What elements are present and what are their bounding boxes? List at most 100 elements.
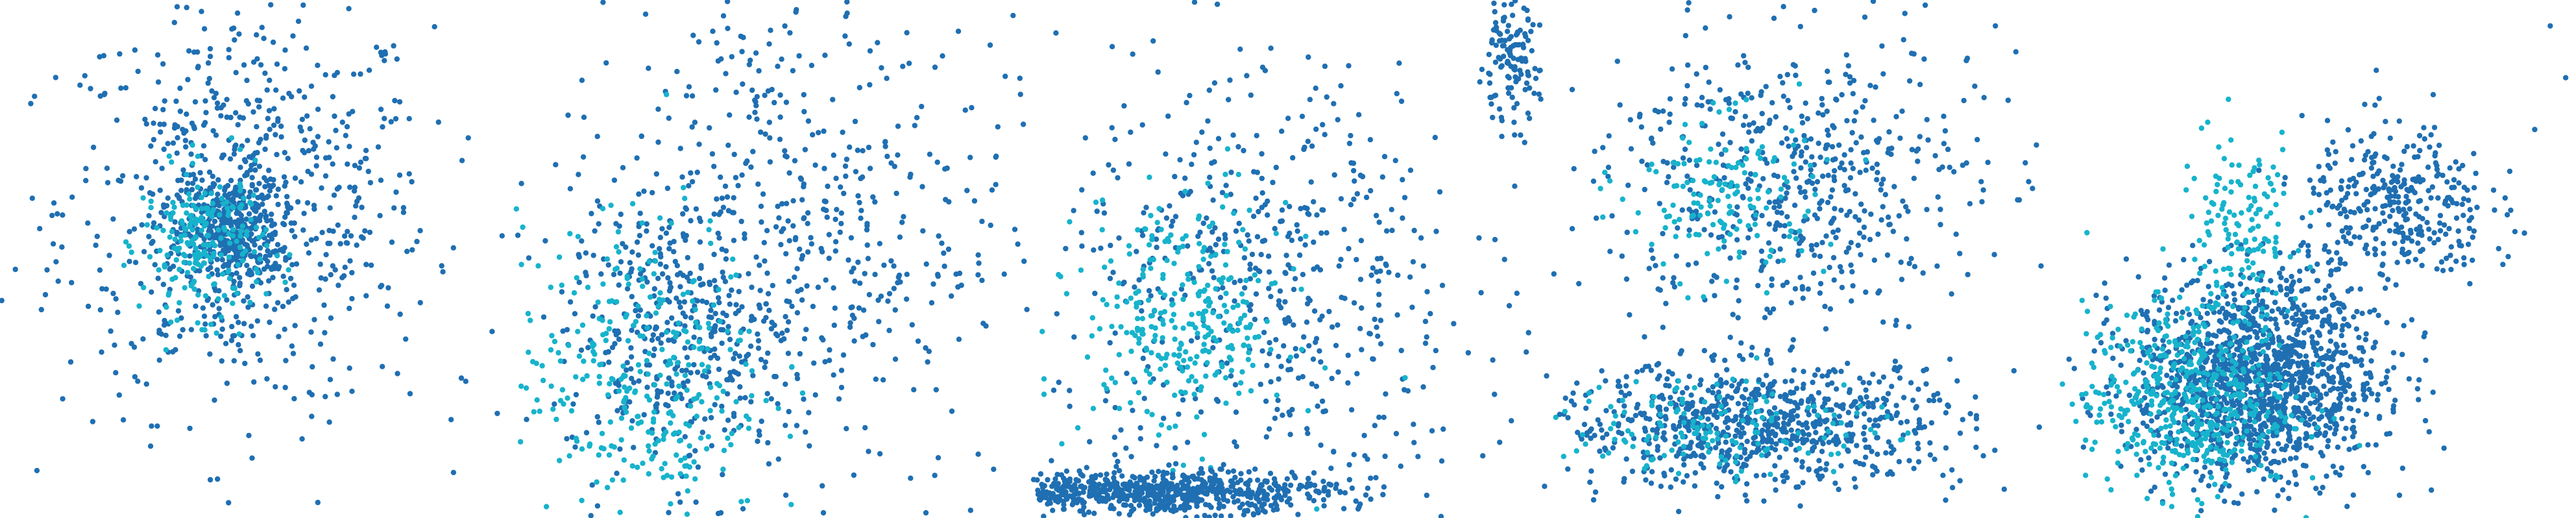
scatter-point [237,347,243,354]
scatter-point [609,443,614,449]
scatter-point [719,408,725,414]
scatter-point [1037,497,1043,503]
scatter-point [200,242,206,248]
scatter-point [103,286,109,292]
scatter-point [1372,423,1378,428]
scatter-point [1663,406,1670,412]
scatter-point [1130,474,1136,480]
scatter-point [1086,509,1092,515]
scatter-point [1102,264,1108,270]
scatter-point [1128,508,1135,514]
scatter-point [603,350,609,356]
scatter-point [1189,488,1195,494]
scatter-point [1313,85,1318,92]
scatter-point [1015,241,1021,247]
scatter-point [1219,364,1225,370]
scatter-point [1420,263,1426,269]
scatter-point [213,234,219,240]
scatter-point [246,211,252,217]
scatter-point [715,295,722,301]
scatter-point [838,384,845,391]
scatter-point [638,419,644,425]
scatter-point [716,300,722,306]
scatter-point [696,142,702,147]
scatter-point [783,381,788,388]
scatter-point [559,289,565,295]
scatter-point [531,409,537,415]
scatter-point [233,314,239,320]
scatter-point [884,153,890,160]
scatter-point [1163,479,1169,485]
scatter-point [1109,375,1115,381]
scatter-point [163,332,169,338]
scatter-point [1232,439,1237,445]
scatter-point [1276,376,1282,382]
scatter-point [579,497,585,504]
scatter-point [682,455,688,461]
scatter-point [1253,195,1259,201]
scatter-point [170,140,176,146]
scatter-point [249,455,255,461]
scatter-point [604,256,610,262]
scatter-point [1819,373,1825,379]
scatter-point [182,138,189,143]
scatter-point [636,223,642,230]
scatter-point [1313,126,1319,132]
scatter-point [727,347,733,352]
scatter-point [1402,195,1408,201]
scatter-point [1139,315,1146,321]
scatter-point [1492,8,1498,15]
scatter-point [736,353,742,359]
scatter-point [1154,443,1160,449]
scatter-point [1112,452,1118,458]
scatter-point [210,128,216,134]
scatter-point [173,257,179,263]
scatter-point [1351,452,1357,458]
scatter-point [555,350,561,356]
scatter-point [251,207,258,213]
scatter-point [1180,243,1186,249]
scatter-point [1819,449,1825,454]
scatter-point [811,360,817,366]
scatter-point [723,71,729,77]
scatter-point [319,230,325,236]
scatter-point [1663,382,1669,388]
scatter-point [1739,425,1745,431]
scatter-point [189,160,196,166]
scatter-point [666,510,672,515]
scatter-point [692,476,698,482]
scatter-point [140,336,146,342]
scatter-point [705,346,711,352]
scatter-point [334,391,340,397]
scatter-point [803,429,808,435]
scatter-point [209,88,215,94]
scatter-point [1820,441,1826,447]
scatter-point [1137,425,1143,431]
scatter-point [173,246,179,252]
scatter-point [244,262,250,269]
scatter-point [1651,394,1657,400]
scatter-point [775,406,781,412]
scatter-point [1298,347,1305,352]
scatter-point [1206,224,1213,230]
scatter-point [758,356,764,363]
scatter-point [97,54,103,60]
scatter-point [694,298,700,304]
scatter-point [1514,290,1520,296]
scatter-point [1722,465,1728,471]
scatter-point [228,177,234,184]
scatter-point [655,336,661,341]
scatter-point [327,240,333,247]
scatter-point [1103,367,1109,373]
scatter-point [987,42,993,48]
scatter-point [1147,174,1152,180]
scatter-point [649,456,655,462]
scatter-point [285,204,291,210]
scatter-point [157,121,163,127]
scatter-point [1079,187,1085,193]
scatter-point [1647,416,1653,422]
scatter-point [286,267,291,273]
scatter-point [1740,356,1746,362]
scatter-point [99,349,104,355]
scatter-point [1078,484,1084,489]
